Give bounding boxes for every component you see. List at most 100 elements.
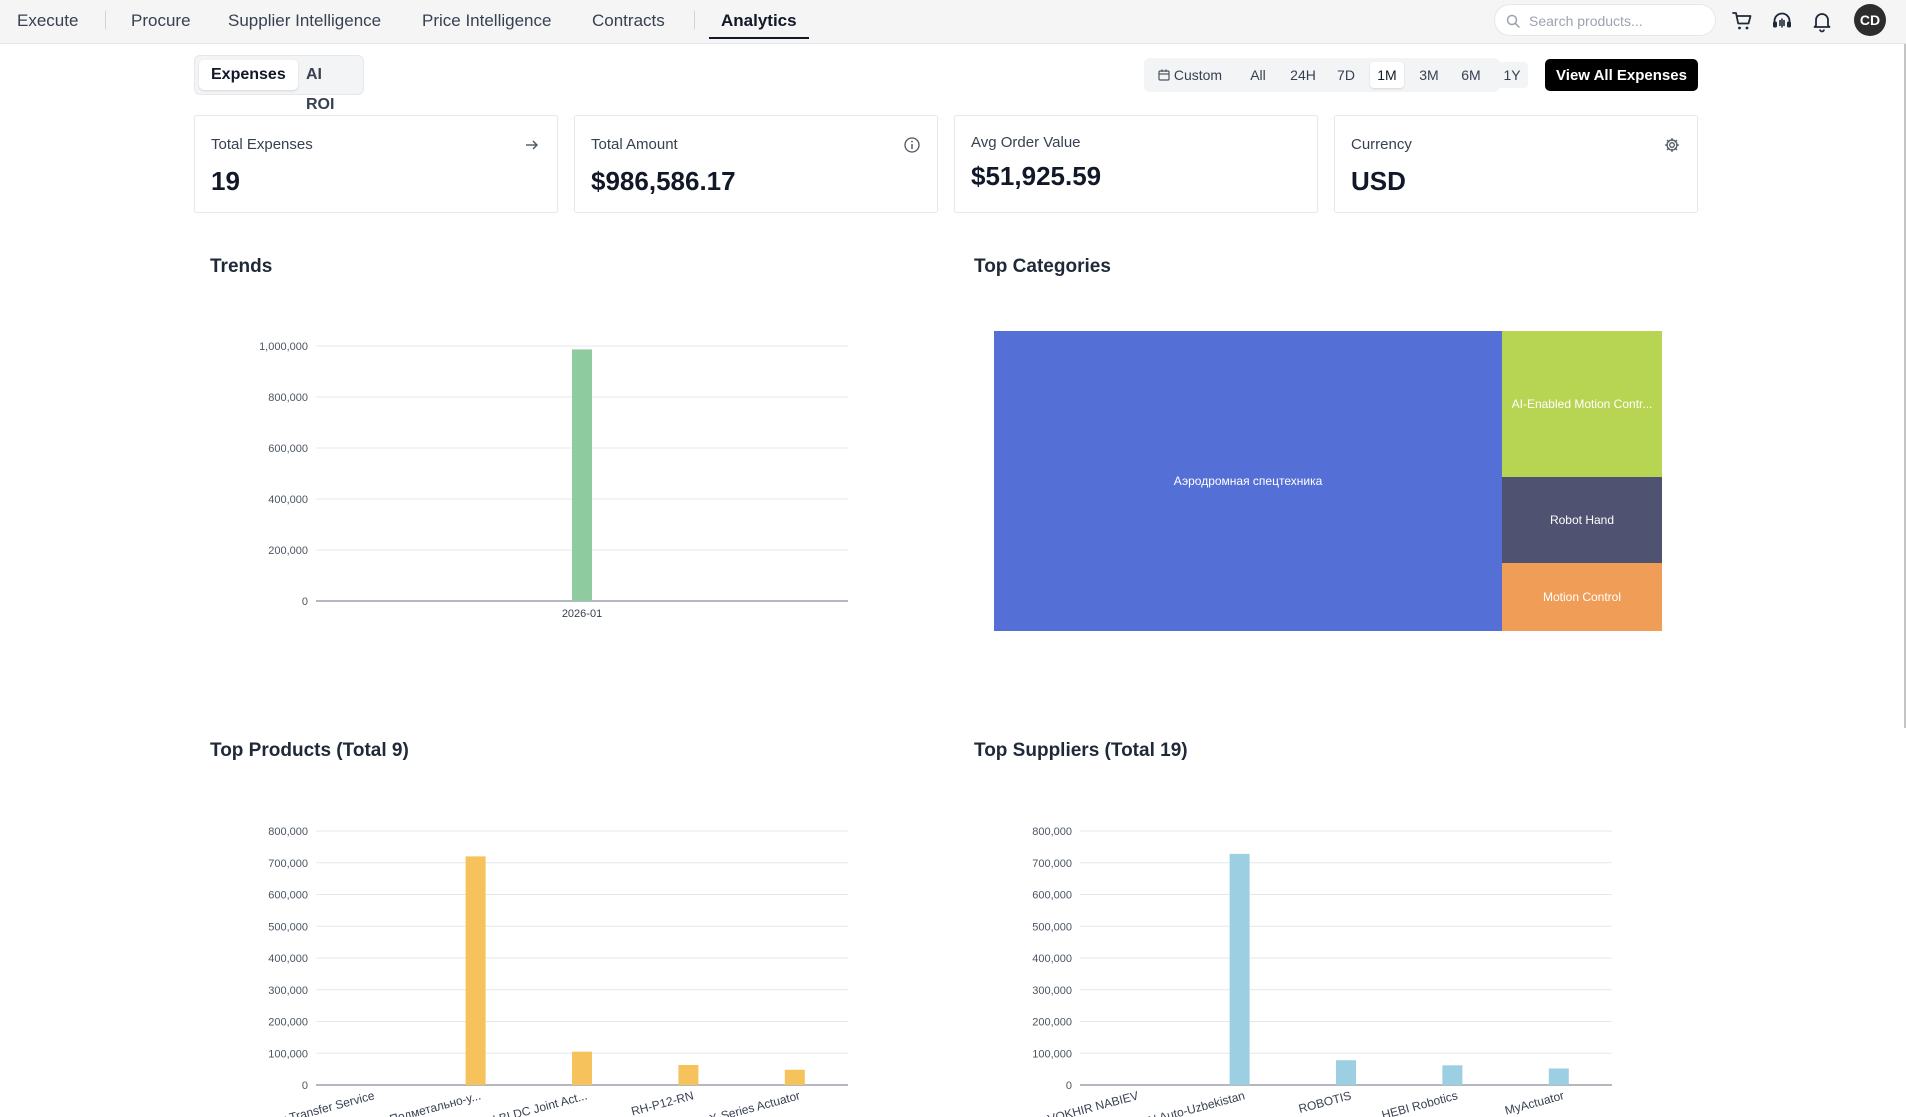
top-suppliers-chart: 0 100,000 200,000 300,000 400,000 500,000 600,… — [1032, 826, 1612, 1117]
x-tick-label: X-Series Actuator — [708, 1088, 802, 1117]
range-1y[interactable]: 1Y — [1496, 62, 1528, 88]
range-7d[interactable]: 7D — [1337, 67, 1355, 83]
treemap-cell[interactable]: Аэродромная спецтехника — [994, 331, 1502, 631]
user-avatar[interactable]: CD — [1854, 4, 1886, 36]
bar[interactable] — [1548, 1068, 1569, 1085]
search-box[interactable] — [1494, 4, 1716, 36]
card-total-amount: Total Amount $986,586.17 — [574, 115, 938, 213]
view-tabs: Expenses AI ROI — [194, 55, 364, 113]
nav-analytics[interactable]: Analytics — [709, 11, 809, 39]
bar[interactable] — [678, 1064, 699, 1085]
range-all[interactable]: All — [1250, 67, 1266, 83]
treemap-cell-label: Motion Control — [1542, 590, 1622, 604]
treemap-cell-label: AI-Enabled Motion Contr... — [1511, 397, 1653, 411]
treemap-cell[interactable]: AI-Enabled Motion Contr... — [1502, 331, 1662, 477]
card-total-expenses[interactable]: Total Expenses 19 — [194, 115, 558, 213]
nav-divider — [105, 11, 106, 29]
search-icon — [1506, 14, 1520, 28]
y-tick-label: 0 — [302, 596, 308, 608]
y-tick-label: 700,000 — [268, 858, 308, 870]
x-tick-label: RH-P12-RN — [630, 1088, 695, 1117]
bar[interactable] — [1336, 1060, 1356, 1085]
y-tick-label: 100,000 — [268, 1048, 308, 1060]
y-tick-label: 400,000 — [268, 953, 308, 965]
y-tick-label: 200,000 — [268, 1017, 308, 1029]
nav-contracts[interactable]: Contracts — [592, 11, 665, 30]
treemap-cell[interactable]: Robot Hand — [1502, 477, 1662, 563]
y-tick-label: 600,000 — [1032, 890, 1072, 902]
view-all-expenses-button[interactable]: View All Expenses — [1545, 59, 1698, 91]
y-tick-label: 0 — [1066, 1080, 1072, 1092]
range-3m[interactable]: 3M — [1419, 67, 1439, 83]
bell-icon[interactable] — [1810, 9, 1834, 33]
x-tick-label: ...AN Auto-Uzbekistan — [1129, 1088, 1246, 1117]
top-products-chart: 0 100,000 200,000 300,000 400,000 500,000 600,… — [268, 826, 848, 1117]
nav-divider — [694, 11, 695, 29]
bar[interactable] — [1442, 1065, 1463, 1085]
page-scrollbar[interactable] — [1904, 44, 1906, 728]
treemap-cell[interactable]: Motion Control — [1502, 563, 1662, 631]
card-value: $51,925.59 — [971, 161, 1102, 191]
y-tick-label: 500,000 — [268, 921, 308, 933]
y-tick-label: 600,000 — [268, 443, 308, 455]
y-tick-label: 800,000 — [1032, 826, 1072, 838]
search-input[interactable] — [1529, 11, 1709, 31]
section-title-top-categories: Top Categories — [974, 256, 1111, 277]
x-tick-label: ROBOTIS — [1297, 1088, 1353, 1116]
headset-icon[interactable] — [1770, 9, 1794, 33]
y-tick-label: 800,000 — [268, 392, 308, 404]
top-navigation: Execute Procure Supplier Intelligence Pr… — [0, 0, 1906, 44]
cart-icon[interactable] — [1730, 9, 1754, 33]
y-tick-label: 300,000 — [268, 985, 308, 997]
top-categories-treemap: Аэродромная спецтехника AI-Enabled Motion… — [994, 331, 1662, 631]
y-tick-label: 1,000,000 — [259, 341, 308, 353]
tab-ai-roi[interactable]: AI ROI — [306, 66, 335, 113]
card-value: USD — [1351, 166, 1406, 196]
nav-execute[interactable]: Execute — [17, 11, 79, 30]
range-custom-label: Custom — [1173, 67, 1223, 83]
x-tick-label: ...y Transfer Service — [269, 1088, 376, 1117]
tab-expenses[interactable]: Expenses — [199, 60, 298, 90]
card-avg-order-value: Avg Order Value $51,925.59 — [954, 115, 1318, 213]
section-title-top-suppliers: Top Suppliers (Total 19) — [974, 740, 1188, 761]
info-icon[interactable] — [903, 136, 921, 154]
gear-icon[interactable] — [1663, 136, 1681, 154]
card-value: 19 — [211, 166, 240, 196]
y-tick-label: 200,000 — [1032, 1017, 1072, 1029]
x-tick-label: 2026-01 — [562, 608, 602, 620]
y-tick-label: 500,000 — [1032, 921, 1072, 933]
y-tick-label: 300,000 — [1032, 985, 1072, 997]
treemap-cell-label: Robot Hand — [1549, 513, 1615, 527]
bar[interactable] — [1229, 853, 1250, 1085]
range-1m[interactable]: 1M — [1370, 62, 1404, 88]
nav-supplier-intelligence[interactable]: Supplier Intelligence — [228, 11, 382, 30]
nav-procure[interactable]: Procure — [131, 11, 191, 30]
bar[interactable] — [784, 1069, 805, 1085]
card-currency: Currency USD — [1334, 115, 1698, 213]
arrow-right-icon[interactable] — [523, 136, 541, 154]
x-tick-label: ...VOKHIR NABIEV — [1037, 1088, 1140, 1117]
y-tick-label: 800,000 — [268, 826, 308, 838]
range-24h[interactable]: 24H — [1290, 67, 1316, 83]
y-tick-label: 700,000 — [1032, 858, 1072, 870]
y-tick-label: 200,000 — [268, 545, 308, 557]
y-tick-label: 100,000 — [1032, 1048, 1072, 1060]
card-label: Total Amount — [591, 136, 678, 153]
bar[interactable] — [572, 349, 592, 601]
range-custom[interactable]: Custom — [1152, 62, 1228, 88]
x-tick-label: Подметально-у... — [388, 1088, 482, 1117]
calendar-icon — [1158, 69, 1170, 81]
x-tick-label: ...d BLDC Joint Act... — [478, 1088, 589, 1117]
range-6m[interactable]: 6M — [1461, 67, 1481, 83]
section-title-top-products: Top Products (Total 9) — [210, 740, 409, 761]
card-label: Total Expenses — [211, 136, 313, 153]
bar[interactable] — [465, 856, 486, 1085]
x-tick-label: MyActuator — [1503, 1088, 1565, 1117]
y-tick-label: 0 — [302, 1080, 308, 1092]
trends-chart: 0 200,000 400,000 600,000 800,000 1,000,000 20… — [259, 341, 848, 620]
card-label: Avg Order Value — [971, 134, 1081, 151]
nav-price-intelligence[interactable]: Price Intelligence — [422, 11, 552, 30]
time-range-selector: Custom All 24H 7D 1M 3M 6M — [1144, 58, 1500, 92]
section-title-trends: Trends — [210, 256, 273, 277]
bar[interactable] — [572, 1051, 592, 1085]
